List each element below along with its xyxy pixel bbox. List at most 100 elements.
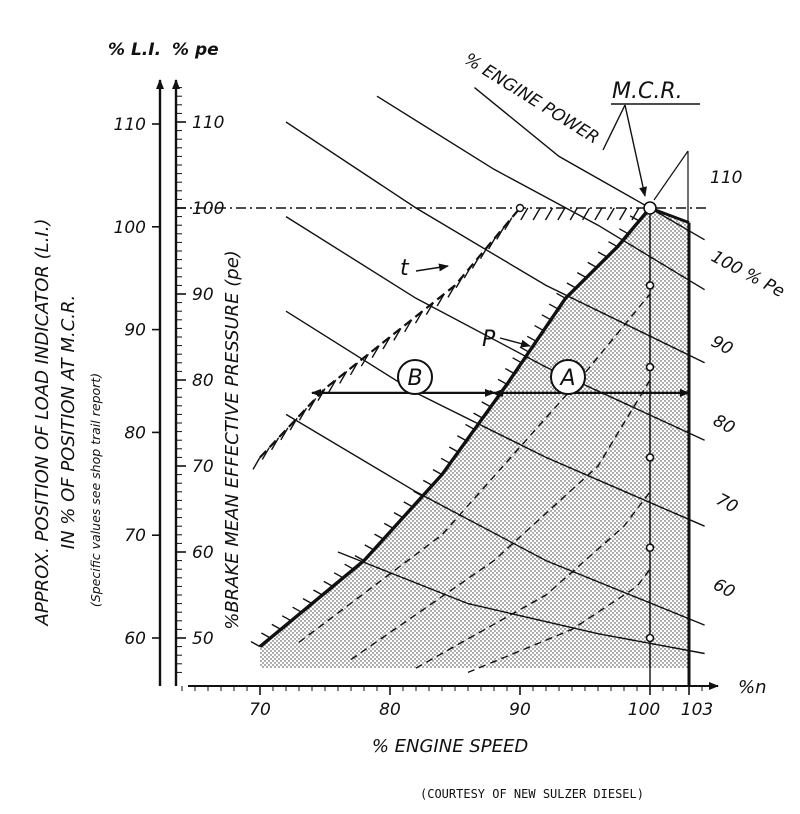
p-hatch-mark (597, 251, 608, 258)
x-axis-unit: %n (738, 677, 767, 698)
p-hatch-mark (440, 457, 451, 464)
pe-label-110: 110 (710, 168, 742, 188)
pe-curve (285, 413, 705, 626)
t-hatch-mark (488, 236, 497, 250)
region-a-circle (550, 359, 586, 395)
p-hatch-mark (403, 501, 414, 508)
t-hatch-mark (463, 265, 472, 279)
x-axis-ticks: 70 80 90 100 103 (181, 686, 713, 720)
t-hatch-mark (447, 285, 456, 298)
t-hatch-mark (393, 328, 402, 341)
axes (156, 79, 719, 690)
pe-label-90: 90 (708, 332, 736, 360)
p-hatch-mark (281, 615, 292, 622)
t-hatch-mark (479, 246, 489, 260)
p-hatch-mark (526, 335, 537, 342)
t-hatch-mark (414, 310, 424, 324)
t-hatch-mark (455, 275, 464, 289)
y-label-line2: IN % OF POSITION AT M.C.R. (58, 295, 79, 549)
y-label-note: (Specific values see shop trail report) (88, 373, 103, 607)
p-hatch-mark (271, 623, 282, 631)
x-axis-title: % ENGINE SPEED (372, 736, 528, 757)
t-hatch-mark (594, 207, 603, 221)
p-hatch-mark (512, 357, 522, 364)
p-hatch-mark (541, 314, 552, 321)
x-tick-label: 80 (379, 700, 401, 720)
pe-curve (376, 95, 705, 291)
t-hatch-mark (270, 437, 280, 451)
p-hatch-mark (413, 490, 423, 497)
operating-point (643, 201, 657, 215)
t-hatch-mark (569, 207, 578, 221)
power-110-tick (653, 150, 689, 201)
mcr-leader-1 (624, 104, 647, 197)
operating-point (515, 203, 525, 213)
operating-area-a (260, 208, 689, 669)
li-tick-label: 90 (124, 321, 146, 341)
p-hatch-mark (587, 261, 598, 268)
t-hatch-mark (308, 398, 317, 411)
region-a-label: A (558, 366, 575, 391)
t-hatch-mark (425, 302, 434, 315)
pe-tick-label: 100 (192, 199, 224, 219)
t-hatch-mark (404, 319, 413, 333)
pe-label-60: 60 (710, 575, 738, 603)
p-hatch-mark (497, 378, 508, 385)
p-hatch-mark (432, 468, 443, 476)
t-hatch-mark (252, 457, 261, 470)
t-hatch-mark (339, 371, 348, 384)
mcr-leader-2 (602, 104, 626, 151)
t-hatch-mark (261, 447, 270, 460)
pe-tick-label: 110 (192, 113, 224, 133)
limit-top-edge (649, 206, 690, 225)
p-hatch-mark (556, 292, 566, 299)
courtesy-note: (COURTESY OF NEW SULZER DIESEL) (420, 787, 644, 801)
pe-curve (474, 87, 705, 241)
p-hatch-mark (354, 554, 365, 562)
dashed-curve (298, 293, 651, 643)
p-hatch-mark (374, 533, 384, 540)
p-hatch-mark (292, 606, 302, 613)
y-axis-li-title: % L.I. (108, 40, 161, 60)
t-hatch-mark (280, 427, 289, 441)
line-t-pointer (415, 263, 449, 272)
li-tick-label: 80 (124, 423, 146, 443)
mcr-label: M.C.R. (612, 79, 683, 104)
limit-line-t-hatching (252, 207, 640, 470)
t-hatch-mark (504, 217, 513, 231)
p-hatch-mark (250, 640, 261, 648)
li-tick-label: 110 (114, 115, 146, 135)
p-hatch-mark (344, 563, 354, 570)
y-axis-pe-title: % pe (172, 40, 219, 60)
pe-tick-label: 90 (192, 285, 214, 305)
p-hatch-mark (534, 324, 544, 332)
t-hatch-mark (557, 207, 566, 221)
pe-curve (285, 216, 705, 441)
p-hatch-mark (481, 401, 492, 408)
p-hatch-mark (504, 367, 515, 375)
pe-label-100: 100 % Pe (708, 247, 788, 302)
t-hatch-mark (496, 226, 505, 240)
t-hatch-mark (371, 345, 380, 358)
p-hatch-mark (323, 580, 334, 588)
t-hatch-mark (382, 336, 391, 350)
t-hatch-mark (360, 353, 369, 367)
t-hatch-mark (544, 207, 554, 221)
pe-line-labels: 110 100 % Pe 90 80 70 60 (708, 168, 788, 603)
pe-label-70: 70 (713, 490, 741, 518)
pe-curve (285, 310, 705, 527)
p-hatch-mark (608, 241, 618, 248)
pe-curves (285, 87, 705, 655)
pe-tick-label: 70 (192, 457, 214, 477)
pe-tick-label: 80 (192, 371, 214, 391)
x-tick-label: 70 (249, 700, 271, 720)
li-tick-label: 70 (124, 526, 146, 546)
operating-point (645, 543, 655, 553)
operating-point (645, 633, 655, 643)
pe-label-80: 80 (710, 411, 738, 439)
t-hatch-mark (436, 293, 445, 307)
p-hatch-mark (465, 423, 475, 431)
line-p-pointer (499, 337, 531, 348)
operating-points (515, 201, 657, 643)
y-label-line1: APPROX. POSITION OF LOAD INDICATOR (L.I.… (32, 219, 53, 627)
